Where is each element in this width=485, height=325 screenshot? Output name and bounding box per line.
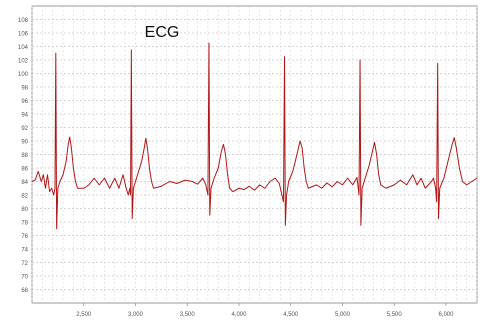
y-tick-label: 76: [21, 234, 28, 240]
y-tick-label: 108: [18, 18, 29, 24]
ecg-series-line: [31, 42, 478, 230]
x-tick-label: 2,500: [76, 312, 92, 318]
y-tick-label: 96: [21, 99, 28, 105]
y-tick-label: 80: [21, 207, 28, 213]
y-tick-label: 72: [21, 261, 28, 267]
y-tick-label: 90: [21, 140, 28, 146]
y-tick-label: 70: [21, 275, 28, 281]
y-tick-label: 78: [21, 221, 28, 227]
y-tick-label: 84: [21, 180, 28, 186]
y-tick-label: 82: [21, 194, 28, 200]
y-tick-label: 106: [18, 32, 29, 38]
x-tick-label: 3,500: [180, 312, 196, 318]
x-tick-label: 6,000: [438, 312, 454, 318]
y-tick-label: 102: [18, 59, 29, 65]
y-tick-label: 92: [21, 126, 28, 132]
x-tick-label: 4,500: [283, 312, 299, 318]
x-tick-label: 4,000: [231, 312, 247, 318]
chart-title: ECG: [145, 24, 180, 41]
x-tick-label: 5,000: [335, 312, 351, 318]
x-tick-label: 3,000: [128, 312, 144, 318]
y-tick-label: 98: [21, 86, 28, 92]
x-tick-label: 5,500: [387, 312, 403, 318]
y-tick-label: 74: [21, 248, 28, 254]
plot-area: [31, 5, 478, 304]
y-tick-label: 100: [18, 72, 29, 78]
y-tick-label: 94: [21, 113, 28, 119]
y-tick-label: 88: [21, 153, 28, 159]
y-tick-label: 86: [21, 167, 28, 173]
y-tick-label: 68: [21, 288, 28, 294]
y-tick-label: 104: [18, 45, 29, 51]
